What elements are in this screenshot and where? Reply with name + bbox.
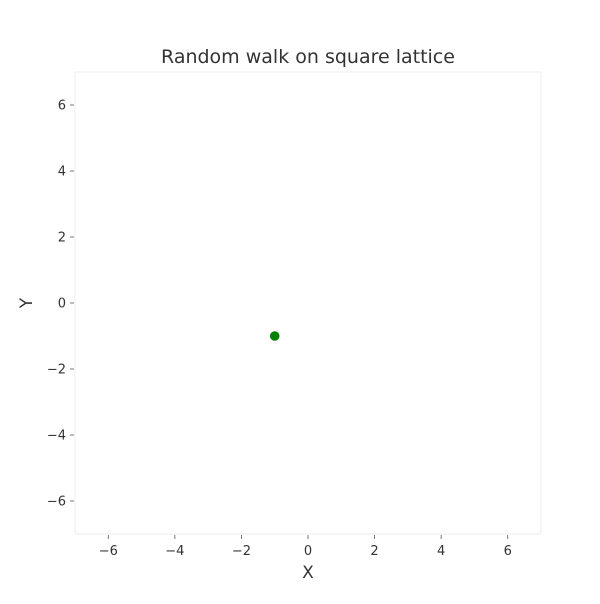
y-tick-label: 6 (58, 99, 66, 114)
y-tick-label: 2 (58, 231, 66, 246)
x-tick-label: 2 (370, 544, 378, 559)
x-tick-label: −6 (99, 544, 118, 559)
y-tick-label: −4 (47, 429, 66, 444)
data-points-layer (269, 331, 280, 341)
chart-title: Random walk on square lattice (161, 46, 455, 68)
x-tick-label: −4 (165, 544, 184, 559)
y-tick-label: 0 (58, 297, 66, 312)
y-axis-ticks: −6 −4 −2 0 2 4 6 (47, 99, 74, 510)
y-tick-label: −6 (47, 495, 66, 510)
y-tick-label: 4 (58, 165, 66, 180)
x-axis-ticks: −6 −4 −2 0 2 4 6 (99, 535, 512, 559)
x-tick-label: 6 (504, 544, 512, 559)
x-axis-label: X (302, 563, 314, 583)
plot-area-frame (74, 71, 542, 535)
data-point (269, 331, 280, 341)
y-axis-label: Y (17, 297, 37, 309)
y-tick-label: −2 (47, 363, 66, 378)
x-tick-label: −2 (232, 544, 251, 559)
x-tick-label: 4 (437, 544, 445, 559)
x-tick-label: 0 (304, 544, 312, 559)
